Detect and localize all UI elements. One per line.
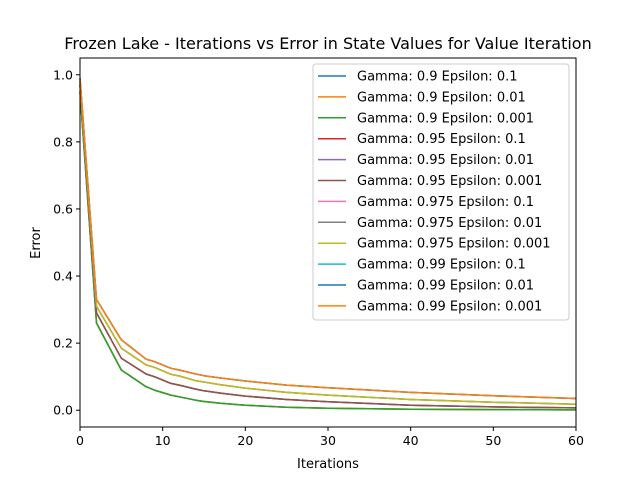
series-line-9 <box>79 81 577 405</box>
legend-label: Gamma: 0.99 Epsilon: 0.1 <box>357 258 526 273</box>
legend-label: Gamma: 0.975 Epsilon: 0.1 <box>357 195 534 210</box>
x-tick-label: 30 <box>320 433 336 448</box>
legend-label: Gamma: 0.9 Epsilon: 0.1 <box>357 70 518 85</box>
legend-label: Gamma: 0.9 Epsilon: 0.01 <box>357 90 526 105</box>
legend-label: Gamma: 0.9 Epsilon: 0.001 <box>357 111 534 126</box>
x-tick-label: 0 <box>76 433 84 448</box>
x-axis-label: Iterations <box>297 457 359 472</box>
legend: Gamma: 0.9 Epsilon: 0.1 Gamma: 0.9 Epsilo… <box>312 63 570 321</box>
legend-label: Gamma: 0.975 Epsilon: 0.01 <box>357 216 542 231</box>
y-tick-label: 0.8 <box>53 134 73 149</box>
legend-label: Gamma: 0.99 Epsilon: 0.001 <box>357 299 542 314</box>
legend-label: Gamma: 0.975 Epsilon: 0.001 <box>357 237 551 252</box>
legend-label: Gamma: 0.95 Epsilon: 0.1 <box>357 132 526 147</box>
legend-label: Gamma: 0.95 Epsilon: 0.01 <box>357 153 534 168</box>
x-tick-label: 40 <box>403 433 419 448</box>
x-tick-label: 10 <box>155 433 171 448</box>
y-tick-label: 0.2 <box>53 336 73 351</box>
legend-label: Gamma: 0.95 Epsilon: 0.001 <box>357 174 542 189</box>
y-axis-label: Error <box>29 227 44 259</box>
x-tick-label: 50 <box>485 433 501 448</box>
series-line-3 <box>79 91 577 411</box>
x-tick-label: 60 <box>568 433 584 448</box>
series-line-12 <box>79 78 577 400</box>
legend-label: Gamma: 0.99 Epsilon: 0.01 <box>357 279 534 294</box>
y-tick-label: 1.0 <box>53 67 73 82</box>
y-tick-label: 0.6 <box>53 201 73 216</box>
x-tick-label: 20 <box>237 433 253 448</box>
y-axis: 0.0 0.2 0.4 0.6 0.8 1.0 <box>53 67 80 418</box>
series-line-6 <box>79 84 577 409</box>
chart-title: Frozen Lake - Iterations vs Error in Sta… <box>64 34 591 53</box>
x-axis: 0 10 20 30 40 50 60 <box>76 427 584 448</box>
y-tick-label: 0.4 <box>53 269 73 284</box>
series-layer <box>79 78 577 411</box>
y-tick-label: 0.0 <box>53 403 73 418</box>
legend-box <box>312 63 570 321</box>
